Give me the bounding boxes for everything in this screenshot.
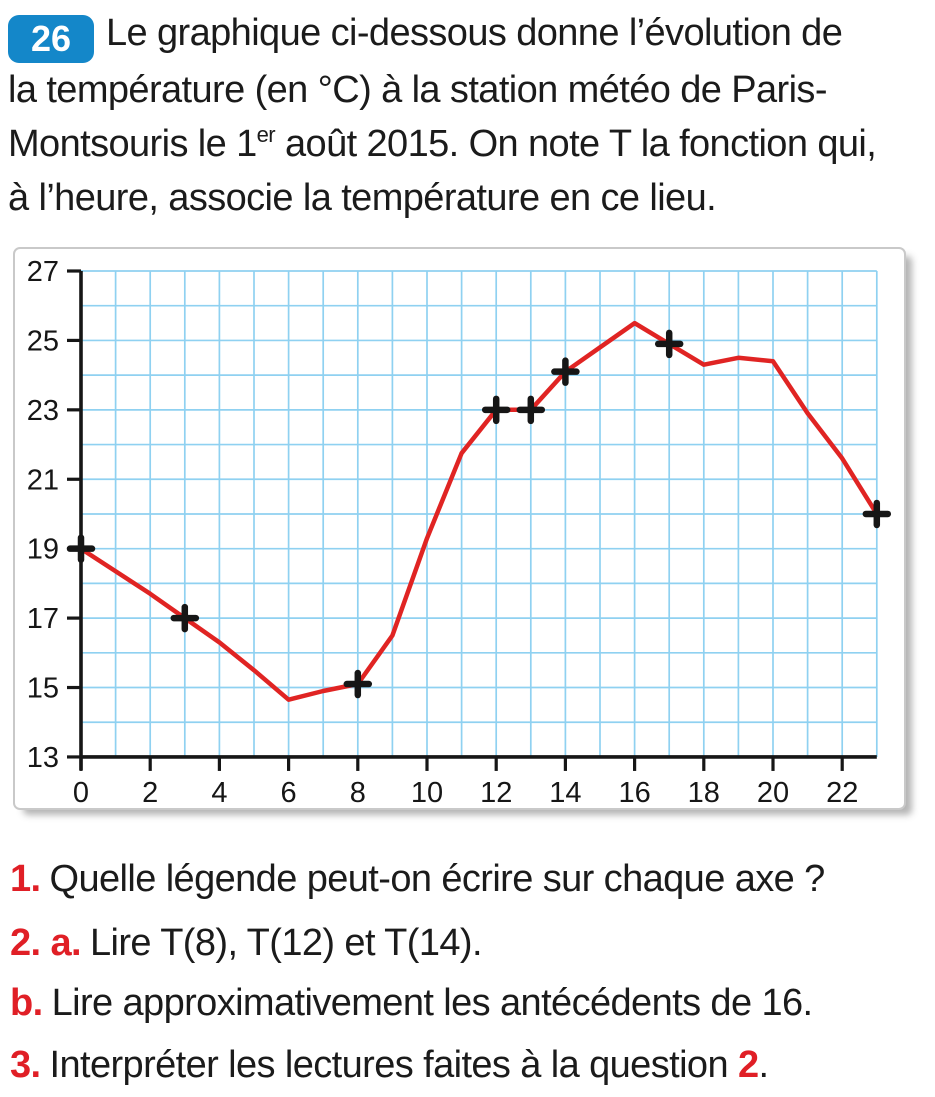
question-1-text: Quelle légende peut-on écrire sur chaque…: [49, 858, 826, 900]
svg-text:25: 25: [27, 325, 59, 357]
svg-text:16: 16: [618, 777, 650, 808]
question-1: 1. Quelle légende peut-on écrire sur chaq…: [10, 854, 935, 904]
axes-layer: 13 15 17 19 21 23 25 27 0 2 4 6 8 10 12 14 16 18 20 22: [27, 256, 877, 808]
question-2a: 2. a. Lire T(8), T(12) et T(14).: [10, 918, 935, 968]
question-3: 3. Interpréter les lectures faites à la q…: [10, 1040, 935, 1090]
svg-text:12: 12: [480, 777, 512, 808]
question-2a-text: Lire T(8), T(12) et T(14).: [89, 922, 483, 964]
svg-text:17: 17: [27, 603, 59, 635]
svg-text:22: 22: [826, 777, 858, 808]
statement-line-2: la température (en °C) à la station mété…: [8, 69, 827, 111]
svg-text:23: 23: [27, 395, 59, 427]
temperature-chart-frame: 13 15 17 19 21 23 25 27 0 2 4 6 8 10 12 14 16 18 20 22: [13, 247, 906, 810]
svg-text:6: 6: [281, 777, 297, 808]
grid-layer: [81, 270, 878, 757]
svg-text:19: 19: [27, 534, 59, 566]
statement-superscript: er: [256, 122, 276, 147]
exercise-statement: 26 Le graphique ci-dessous donne l’évolut…: [8, 6, 933, 225]
statement-line-3-after: août 2015. On note T la fonction qui,: [275, 123, 877, 165]
question-1-number: 1.: [10, 858, 41, 900]
question-list: 1. Quelle légende peut-on écrire sur chaq…: [10, 854, 935, 1090]
temperature-curve: [78, 320, 880, 702]
svg-text:8: 8: [350, 777, 366, 808]
question-3-text: Interpréter les lectures faites à la que…: [49, 1044, 738, 1086]
exercise-number-badge: 26: [8, 15, 94, 63]
question-3-reference: 2: [737, 1044, 759, 1086]
question-2b-text: Lire approximativement les antécédents d…: [51, 982, 814, 1024]
svg-text:0: 0: [73, 777, 89, 808]
svg-text:15: 15: [27, 673, 59, 705]
svg-text:18: 18: [688, 777, 720, 808]
svg-text:2: 2: [142, 777, 158, 808]
statement-line-1: Le graphique ci-dessous donne l’évolutio…: [106, 12, 843, 54]
temperature-curve-chart: 13 15 17 19 21 23 25 27 0 2 4 6 8 10 12 14 16 18 20 22: [27, 256, 892, 808]
statement-line-4: à l’heure, associe la température en ce …: [8, 177, 717, 219]
svg-text:4: 4: [211, 777, 227, 808]
question-2b-number: b.: [10, 982, 43, 1024]
svg-text:21: 21: [27, 464, 59, 496]
statement-line-3: Montsouris le 1: [8, 123, 257, 165]
svg-text:13: 13: [27, 742, 59, 774]
question-2a-number: 2. a.: [10, 922, 82, 964]
question-3-suffix: .: [758, 1044, 770, 1086]
question-2b: b. Lire approximativement les antécédents…: [10, 978, 935, 1028]
svg-text:20: 20: [757, 777, 789, 808]
marked-points-layer: [66, 329, 892, 699]
svg-text:27: 27: [27, 256, 59, 288]
svg-text:14: 14: [549, 777, 581, 808]
svg-text:10: 10: [411, 777, 443, 808]
question-3-number: 3.: [10, 1044, 41, 1086]
